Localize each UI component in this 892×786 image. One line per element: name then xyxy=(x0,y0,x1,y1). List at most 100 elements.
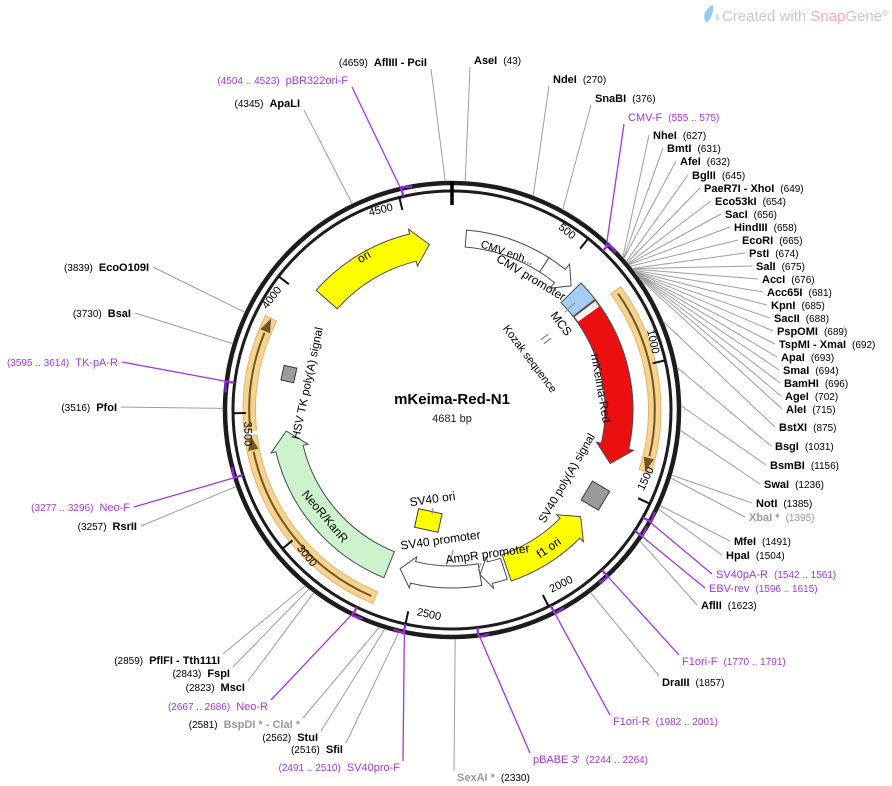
enzyme-label-AflIII - PciI[interactable]: (4659) AflIII - PciI xyxy=(339,57,427,69)
tick-label-3500: 3500 xyxy=(241,422,253,447)
enzyme-label-ApaI[interactable]: ApaI (693) xyxy=(781,352,834,364)
enzyme-label-PspOMI[interactable]: PspOMI (689) xyxy=(777,326,847,338)
site-line-SexAI * xyxy=(453,638,456,772)
orf-arrows-layer xyxy=(242,286,662,605)
primer-label-pBR322ori-F[interactable]: (4504 .. 4523) pBR322ori-F xyxy=(217,75,348,87)
primer-label-SV40pro-F[interactable]: (2491 .. 2510) SV40pro-F xyxy=(279,762,401,774)
enzyme-label-HpaI[interactable]: HpaI (1504) xyxy=(726,550,785,562)
site-line-PspOMI xyxy=(634,271,774,332)
enzyme-label-TspMI - XmaI[interactable]: TspMI - XmaI (692) xyxy=(779,339,875,351)
feature-label-hsv-tk-polya[interactable]: HSV TK poly(A) signal xyxy=(290,326,325,440)
feature-cmv-promoter[interactable] xyxy=(539,257,572,289)
enzyme-label-Eco53kI[interactable]: Eco53kI (654) xyxy=(715,196,786,208)
enzyme-label-PflFI - Tth111I[interactable]: (2859) PflFI - Tth111I xyxy=(114,655,220,667)
feature-f1-ori[interactable] xyxy=(501,514,585,582)
site-line-DraIII xyxy=(590,592,660,677)
enzyme-label-DraIII[interactable]: DraIII (1857) xyxy=(662,677,724,689)
enzyme-label-BsaI[interactable]: (3730) BsaI xyxy=(73,308,131,320)
enzyme-label-SexAI *[interactable]: SexAI * (2330) xyxy=(457,772,530,784)
enzyme-label-SnaBI[interactable]: SnaBI (376) xyxy=(595,93,656,105)
primer-label-pBABE 3'[interactable]: pBABE 3' (2244 .. 2264) xyxy=(533,754,648,766)
enzyme-label-AleI[interactable]: AleI (715) xyxy=(786,404,836,416)
site-line-Acc65I xyxy=(633,269,764,293)
enzyme-label-StuI[interactable]: (2562) StuI xyxy=(262,732,318,744)
primer-tick-foot-EBV-rev xyxy=(641,525,648,537)
primer-label-Neo-R[interactable]: (2667 .. 2686) Neo-R xyxy=(168,701,268,713)
enzyme-label-BmtI[interactable]: BmtI (631) xyxy=(667,143,721,155)
enzyme-label-AseI[interactable]: AseI (43) xyxy=(474,55,521,67)
feature-sv40-ori[interactable] xyxy=(413,508,443,533)
tick-label-1000: 1000 xyxy=(644,328,661,355)
enzyme-label-SmaI[interactable]: SmaI (694) xyxy=(783,365,839,377)
enzyme-label-SacII[interactable]: SacII (688) xyxy=(774,313,829,325)
enzyme-label-RsrII[interactable]: (3257) RsrII xyxy=(78,521,137,533)
enzyme-label-EcoO109I[interactable]: (3839) EcoO109I xyxy=(64,262,149,274)
enzyme-label-SacI[interactable]: SacI (656) xyxy=(725,209,777,221)
pointer-lines-layer xyxy=(120,66,783,772)
primer-label-CMV-F[interactable]: CMV-F (555 .. 575) xyxy=(628,112,719,124)
feature-label-ori[interactable]: ori xyxy=(355,247,374,266)
primer-tick-foot-F1ori-R xyxy=(554,606,565,615)
enzyme-label-EcoRI[interactable]: EcoRI (665) xyxy=(742,235,803,247)
feature-stripe xyxy=(575,302,598,320)
site-line-PfoI xyxy=(120,406,224,409)
enzyme-label-MfeI[interactable]: MfeI (1491) xyxy=(734,536,791,548)
enzyme-label-AflII[interactable]: AflII (1623) xyxy=(701,600,757,612)
tick-mark-1500 xyxy=(637,497,651,505)
enzyme-label-SwaI[interactable]: SwaI (1236) xyxy=(764,479,824,491)
primer-label-F1ori-R[interactable]: F1ori-R (1982 .. 2001) xyxy=(613,716,718,728)
enzyme-label-BstXI[interactable]: BstXI (875) xyxy=(779,422,836,434)
enzyme-label-PfoI[interactable]: (3516) PfoI xyxy=(61,402,117,414)
enzyme-label-AccI[interactable]: AccI (676) xyxy=(762,274,815,286)
feature-sv40-polya[interactable] xyxy=(580,480,611,511)
enzyme-label-NheI[interactable]: NheI (627) xyxy=(653,130,706,142)
enzyme-label-NotI[interactable]: NotI (1385) xyxy=(756,498,812,510)
plasmid-size: 4681 bp xyxy=(432,413,472,425)
primer-line-TK-pA-R xyxy=(121,361,230,383)
feature-sv40-promoter[interactable] xyxy=(399,555,483,590)
feature-ampr-promoter[interactable] xyxy=(479,555,508,590)
feature-stripe xyxy=(574,301,597,319)
enzyme-label-KpnI[interactable]: KpnI (685) xyxy=(771,300,825,312)
enzyme-label-XbaI *[interactable]: XbaI * (1395) xyxy=(749,512,814,524)
feature-neor-kanr[interactable] xyxy=(269,430,396,579)
enzyme-label-AgeI[interactable]: AgeI (702) xyxy=(785,391,838,403)
primer-label-Neo-F[interactable]: (3277 .. 3296) Neo-F xyxy=(31,502,130,514)
tick-label-2500: 2500 xyxy=(416,606,442,623)
site-line-HindIII xyxy=(628,226,731,266)
feature-label-sv40-ori[interactable]: SV40 ori xyxy=(409,489,457,509)
primer-line-CMV-F xyxy=(605,123,625,248)
primer-label-TK-pA-R[interactable]: (3595 .. 3614) TK-pA-R xyxy=(7,357,118,369)
site-line-BsaI xyxy=(134,312,233,345)
site-line-NotI xyxy=(671,474,753,504)
orf-arrowhead-0 xyxy=(643,456,655,472)
enzyme-label-FspI[interactable]: (2843) FspI xyxy=(172,668,230,680)
primer-tick-foot-CMV-F xyxy=(608,243,617,254)
feature-label-kozak[interactable]: Kozak sequence xyxy=(500,323,559,395)
enzyme-label-PaeR7I - XhoI[interactable]: PaeR7I - XhoI (649) xyxy=(704,183,804,195)
primer-label-SV40pA-R[interactable]: SV40pA-R (1542 .. 1561) xyxy=(716,569,836,581)
feature-mkeima-red[interactable] xyxy=(572,299,635,465)
enzyme-label-BglII[interactable]: BglII (645) xyxy=(692,170,745,182)
enzyme-label-ApaLI[interactable]: (4345) ApaLI xyxy=(235,98,300,110)
feature-ori[interactable] xyxy=(315,228,431,310)
enzyme-label-BamHI[interactable]: BamHI (696) xyxy=(784,378,848,390)
enzyme-label-HindIII[interactable]: HindIII (658) xyxy=(734,222,797,234)
feature-hsv-tk-polya[interactable] xyxy=(280,364,298,384)
primer-label-F1ori-F[interactable]: F1ori-F (1770 .. 1791) xyxy=(682,656,786,668)
enzyme-label-AfeI[interactable]: AfeI (632) xyxy=(680,156,730,168)
site-line-BglII xyxy=(625,174,689,262)
feature-label-sv40-polya[interactable]: SV40 poly(A) signal xyxy=(537,432,598,525)
snapgene-logo-icon xyxy=(704,5,714,23)
primer-label-EBV-rev[interactable]: EBV-rev (1596 .. 1615) xyxy=(709,583,818,595)
enzyme-label-SfiI[interactable]: (2516) SfiI xyxy=(291,744,343,756)
enzyme-label-PstI[interactable]: PstI (674) xyxy=(749,248,799,260)
primer-line-F1ori-R xyxy=(552,609,611,716)
enzyme-label-SalI[interactable]: SalI (675) xyxy=(756,261,805,273)
enzyme-label-MscI[interactable]: (2823) MscI xyxy=(186,682,245,694)
enzyme-label-Acc65I[interactable]: Acc65I (681) xyxy=(767,287,832,299)
enzyme-label-BspDI * - ClaI *[interactable]: (2581) BspDI * - ClaI * xyxy=(189,719,301,731)
enzyme-label-NdeI[interactable]: NdeI (270) xyxy=(553,74,606,86)
enzyme-label-BsgI[interactable]: BsgI (1031) xyxy=(775,441,834,453)
enzyme-label-BsmBI[interactable]: BsmBI (1156) xyxy=(770,460,839,472)
